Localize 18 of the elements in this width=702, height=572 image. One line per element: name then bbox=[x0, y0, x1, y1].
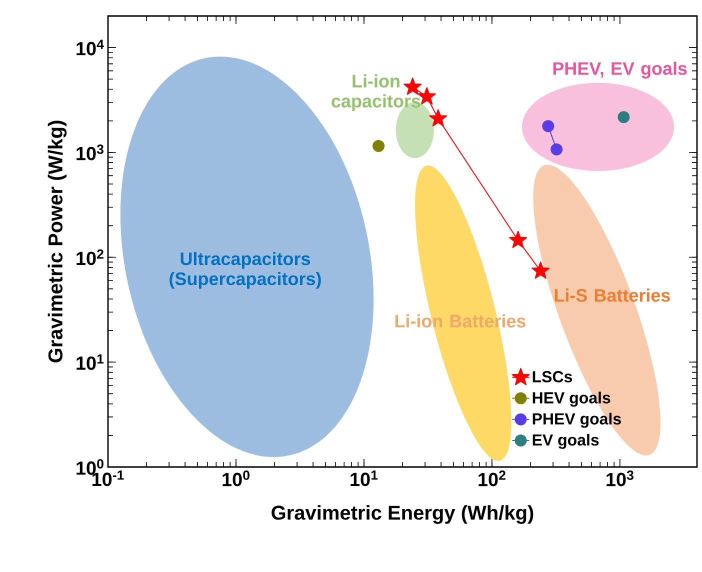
x-tick-label: 10$^{3}$ bbox=[606, 470, 634, 486]
x-tick-label: 10$^{2}$ bbox=[478, 470, 506, 486]
annotation: Li-S Batteries bbox=[554, 288, 670, 302]
y-tick-label: 10$^{3}$ bbox=[76, 144, 104, 160]
annotation: Li-ion capacitors bbox=[332, 74, 420, 112]
y-tick-label: 10$^{4}$ bbox=[76, 40, 104, 56]
y-tick-label: 10$^{2}$ bbox=[76, 249, 104, 266]
legend-label: LSCs bbox=[532, 371, 572, 382]
y-tick-label: 10$^{1}$ bbox=[76, 354, 104, 370]
annotation: PHEV, EV goals bbox=[553, 62, 687, 79]
legend-label: HEV goals bbox=[532, 392, 610, 407]
legend-label: EV goals bbox=[532, 434, 599, 449]
x-tick-label: 10$^{1}$ bbox=[350, 470, 378, 486]
x-axis-title: Gravimetric Energy (Wh/kg) bbox=[272, 505, 534, 524]
annotation: Ultracapacitors (Supercapacitors) bbox=[170, 252, 321, 289]
y-axis-title: Gravimetric Power (W/kg) bbox=[48, 120, 67, 362]
x-tick-label: 10$^{0}$ bbox=[222, 470, 250, 486]
legend-label: PHEV goals bbox=[532, 412, 621, 428]
